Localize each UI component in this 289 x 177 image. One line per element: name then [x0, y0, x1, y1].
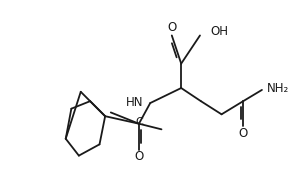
Text: O: O — [167, 21, 176, 35]
Text: HN: HN — [126, 96, 144, 109]
Text: OH: OH — [210, 25, 228, 38]
Text: O: O — [238, 127, 248, 140]
Text: NH₂: NH₂ — [267, 82, 289, 95]
Text: C: C — [135, 117, 143, 127]
Text: O: O — [134, 150, 144, 163]
